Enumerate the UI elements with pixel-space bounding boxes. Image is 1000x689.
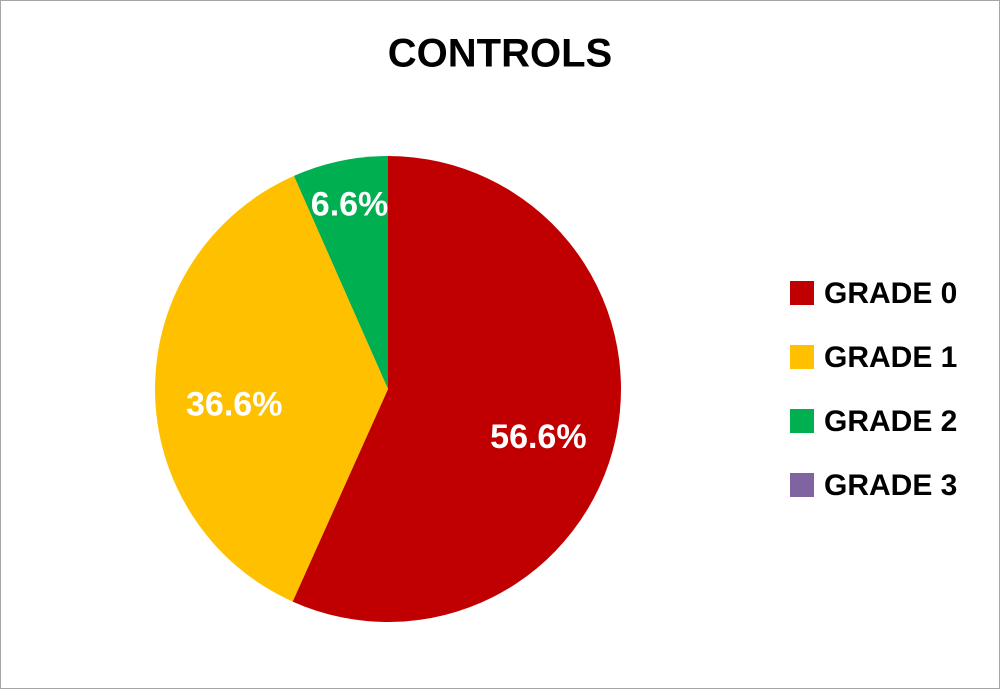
legend-label: GRADE 3 [824,469,957,502]
legend-label: GRADE 0 [824,277,957,310]
legend-swatch [790,409,814,433]
pie-slice [155,175,388,602]
data-label: 56.6% [490,418,586,456]
legend-label: GRADE 2 [824,405,957,438]
chart-title: CONTROLS [388,32,612,76]
legend-label: GRADE 1 [824,341,957,374]
data-label: 6.6% [311,186,389,224]
legend-swatch [790,345,814,369]
legend-swatch [790,473,814,497]
pie-slice [293,156,388,389]
data-label: 36.6% [186,386,282,424]
legend-swatch [790,281,814,305]
pie-slice [292,156,622,622]
